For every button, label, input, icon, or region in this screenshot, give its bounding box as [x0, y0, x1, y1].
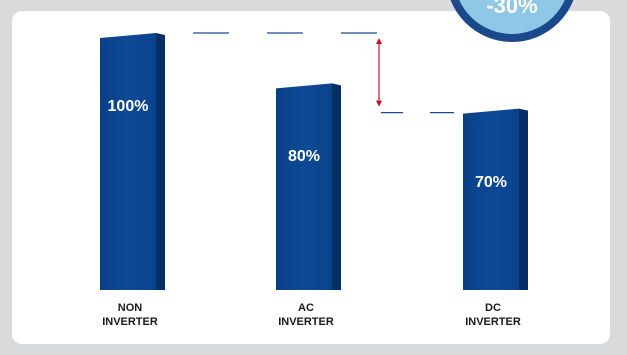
bar-side: [519, 108, 528, 290]
arrowhead-down-icon: [376, 100, 382, 107]
bar-side: [332, 83, 341, 291]
savings-badge-text: -30%: [486, 0, 538, 18]
arrowhead-up-icon: [376, 38, 382, 44]
bar-value-label: 70%: [474, 173, 508, 191]
category-label: AC INVERTER: [278, 302, 334, 328]
bar-front: [463, 108, 519, 290]
category-label: NON INVERTER: [102, 302, 158, 328]
bar-side: [156, 33, 165, 290]
category-label: DC INVERTER: [465, 302, 521, 328]
bar-value-label: 100%: [107, 98, 149, 115]
bar-front: [100, 33, 156, 290]
bar-front: [276, 83, 332, 291]
bar-value-label: 80%: [287, 148, 321, 166]
